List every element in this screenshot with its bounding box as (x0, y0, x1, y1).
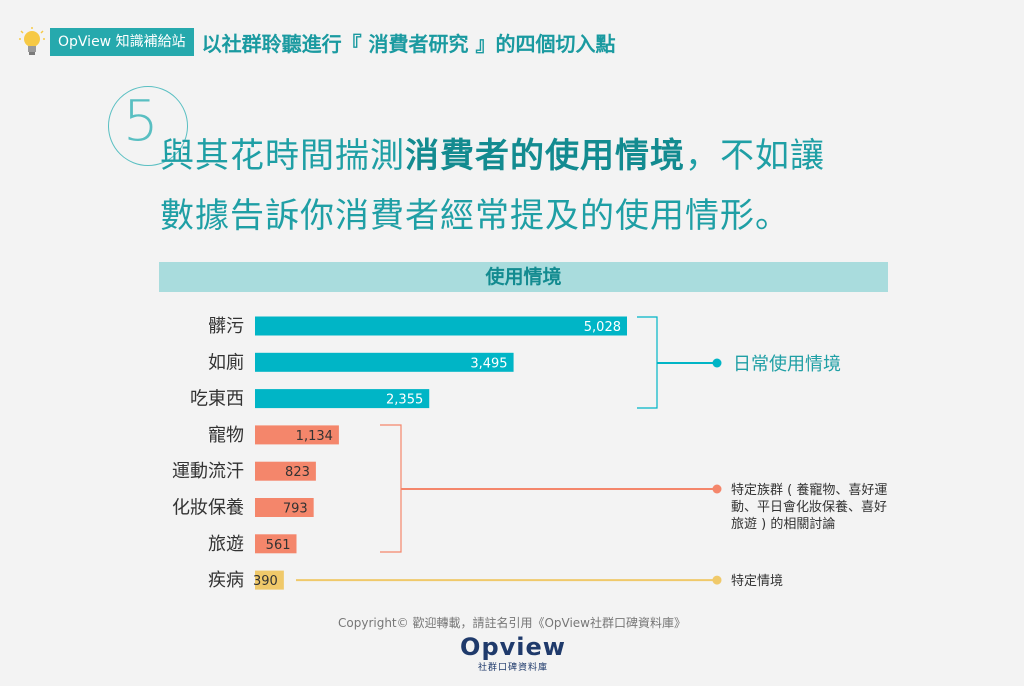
group-label: 特定情境 (731, 574, 783, 589)
category-label: 如廁 (208, 351, 244, 373)
bar-value-label: 390 (253, 574, 278, 589)
category-label: 疾病 (208, 570, 244, 591)
lightbulb-icon (18, 27, 46, 57)
headline-line1-pre: 與其花時間揣測 (160, 136, 405, 176)
bar-value-label: 1,134 (296, 429, 333, 444)
bar-value-label: 793 (283, 502, 308, 517)
group-bracket (380, 424, 402, 553)
bar (255, 425, 339, 445)
bar (255, 534, 297, 554)
group-label: 日常使用情境 (733, 354, 841, 375)
logo-sub-text: 社群口碑資料庫 (477, 663, 548, 673)
category-label: 化妝保養 (172, 498, 244, 519)
category-label: 旅遊 (208, 534, 244, 555)
category-label: 寵物 (208, 425, 244, 446)
group-dot (712, 484, 722, 494)
bar (255, 389, 430, 409)
header-bar: OpView 知識補給站 以社群聆聽進行『 消費者研究 』的四個切入點 (18, 27, 616, 57)
knowledge-tag: OpView 知識補給站 (50, 28, 194, 56)
logo-main-text: Opview (460, 633, 566, 661)
group-dot (712, 358, 722, 368)
headline-line2: 數據告訴你消費者經常提及的使用情形。 (160, 196, 790, 236)
group-label: 旅遊 ) 的相關討論 (731, 516, 835, 532)
group-label: 動、平日會化妝保養、喜好 (731, 499, 887, 515)
page-title: 以社群聆聽進行『 消費者研究 』的四個切入點 (201, 31, 616, 56)
bar-value-label: 5,028 (584, 320, 621, 335)
group-dot (712, 575, 722, 585)
group-bracket (637, 316, 658, 409)
bar-value-label: 3,495 (470, 356, 507, 371)
category-label: 吃東西 (190, 389, 244, 410)
bar-value-label: 2,355 (386, 393, 423, 408)
headline-line1-bold: 消費者的使用情境 (405, 136, 685, 176)
bar-value-label: 823 (285, 465, 310, 480)
copyright-text: Copyright© 歡迎轉載，請註名引用《OpView社群口碑資料庫》 (338, 616, 686, 630)
bar (255, 570, 284, 590)
group-label: 特定族群 ( 養寵物、喜好運 (731, 482, 887, 498)
bar (255, 498, 314, 517)
category-label: 運動流汗 (172, 461, 244, 482)
bar (255, 352, 514, 372)
point-number: 5 (123, 89, 159, 154)
bar (255, 316, 627, 336)
bar (255, 461, 316, 481)
headline-line1: 與其花時間揣測消費者的使用情境，不如讓 (160, 128, 825, 177)
point-number-badge: 5 (108, 86, 188, 166)
chart-title: 使用情境 (159, 262, 888, 292)
bar-value-label: 561 (266, 538, 291, 553)
opview-logo: Opview 社群口碑資料庫 (458, 634, 568, 673)
headline-line1-post: ，不如讓 (685, 136, 825, 176)
category-label: 髒污 (208, 316, 244, 337)
